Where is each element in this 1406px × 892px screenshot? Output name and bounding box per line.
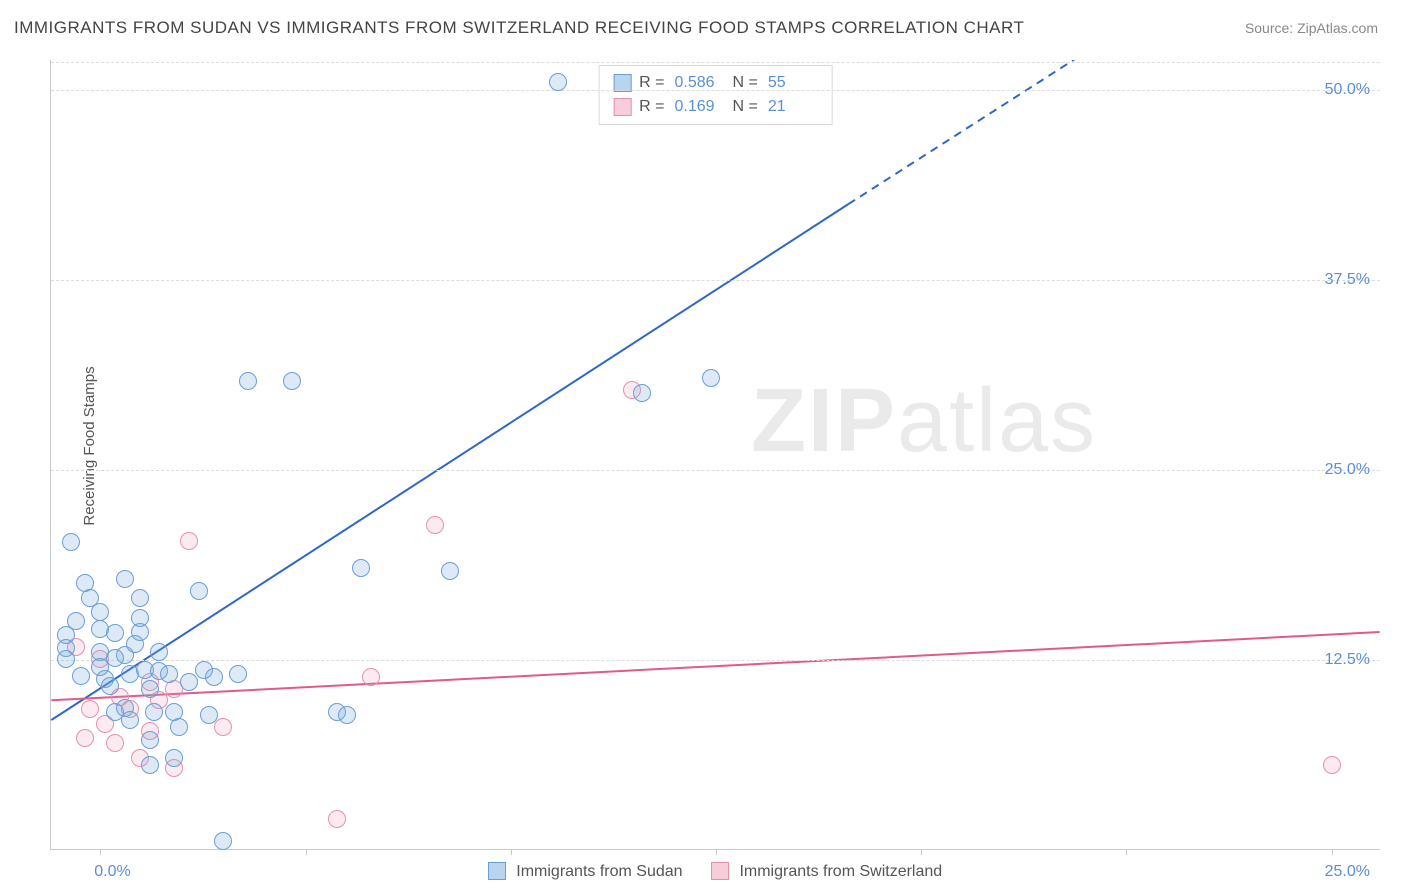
data-point (62, 533, 80, 551)
legend-row-switzerland: R = 0.169 N = 21 (613, 95, 818, 119)
watermark-bold: ZIP (751, 371, 897, 471)
gridline (51, 660, 1380, 661)
trend-line (51, 632, 1379, 700)
data-point (549, 73, 567, 91)
n-value-switzerland: 21 (768, 95, 818, 119)
data-point (180, 532, 198, 550)
trend-line (51, 204, 848, 720)
r-value-switzerland: 0.169 (675, 95, 725, 119)
watermark: ZIPatlas (751, 370, 1097, 473)
swatch-sudan (488, 862, 506, 880)
trend-line (848, 60, 1109, 204)
data-point (214, 832, 232, 850)
x-tick (511, 849, 512, 855)
x-tick (306, 849, 307, 855)
data-point (67, 612, 85, 630)
scatter-plot-area: ZIPatlas R = 0.586 N = 55 R = 0.169 N = … (50, 60, 1380, 850)
data-point (145, 703, 163, 721)
data-point (106, 734, 124, 752)
data-point (160, 665, 178, 683)
gridline (51, 90, 1380, 91)
data-point (283, 372, 301, 390)
n-label: N = (733, 95, 758, 119)
chart-title: IMMIGRANTS FROM SUDAN VS IMMIGRANTS FROM… (14, 18, 1024, 38)
swatch-sudan (613, 74, 631, 92)
data-point (57, 650, 75, 668)
gridline (51, 62, 1380, 63)
data-point (141, 731, 159, 749)
data-point (328, 810, 346, 828)
data-point (116, 570, 134, 588)
data-point (81, 700, 99, 718)
x-tick (716, 849, 717, 855)
data-point (441, 562, 459, 580)
n-label: N = (733, 71, 758, 95)
correlation-legend: R = 0.586 N = 55 R = 0.169 N = 21 (598, 65, 833, 125)
x-tick (1126, 849, 1127, 855)
data-point (1323, 756, 1341, 774)
swatch-switzerland (711, 862, 729, 880)
series-label-switzerland: Immigrants from Switzerland (739, 863, 942, 880)
y-tick-label: 12.5% (1325, 651, 1370, 669)
data-point (426, 516, 444, 534)
r-label: R = (639, 71, 664, 95)
r-label: R = (639, 95, 664, 119)
swatch-switzerland (613, 98, 631, 116)
data-point (72, 667, 90, 685)
gridline (51, 280, 1380, 281)
legend-row-sudan: R = 0.586 N = 55 (613, 71, 818, 95)
series-label-sudan: Immigrants from Sudan (516, 863, 682, 880)
data-point (214, 718, 232, 736)
data-point (101, 677, 119, 695)
data-point (362, 668, 380, 686)
data-point (150, 643, 168, 661)
data-point (352, 559, 370, 577)
data-point (76, 729, 94, 747)
r-value-sudan: 0.586 (675, 71, 725, 95)
x-tick (921, 849, 922, 855)
data-point (190, 582, 208, 600)
data-point (141, 680, 159, 698)
data-point (239, 372, 257, 390)
data-point (91, 603, 109, 621)
y-tick-label: 25.0% (1325, 461, 1370, 479)
data-point (229, 665, 247, 683)
n-value-sudan: 55 (768, 71, 818, 95)
data-point (180, 673, 198, 691)
watermark-light: atlas (897, 371, 1097, 471)
series-legend: Immigrants from Sudan Immigrants from Sw… (0, 862, 1406, 882)
x-tick (1332, 849, 1333, 855)
y-tick-label: 50.0% (1325, 81, 1370, 99)
trend-lines-layer (51, 60, 1380, 849)
data-point (200, 706, 218, 724)
data-point (131, 609, 149, 627)
data-point (106, 624, 124, 642)
data-point (633, 384, 651, 402)
x-tick (100, 849, 101, 855)
data-point (121, 711, 139, 729)
data-point (338, 706, 356, 724)
source-attribution: Source: ZipAtlas.com (1245, 20, 1378, 36)
data-point (205, 668, 223, 686)
data-point (141, 756, 159, 774)
data-point (170, 718, 188, 736)
gridline (51, 470, 1380, 471)
y-tick-label: 37.5% (1325, 271, 1370, 289)
data-point (702, 369, 720, 387)
data-point (165, 749, 183, 767)
data-point (131, 589, 149, 607)
